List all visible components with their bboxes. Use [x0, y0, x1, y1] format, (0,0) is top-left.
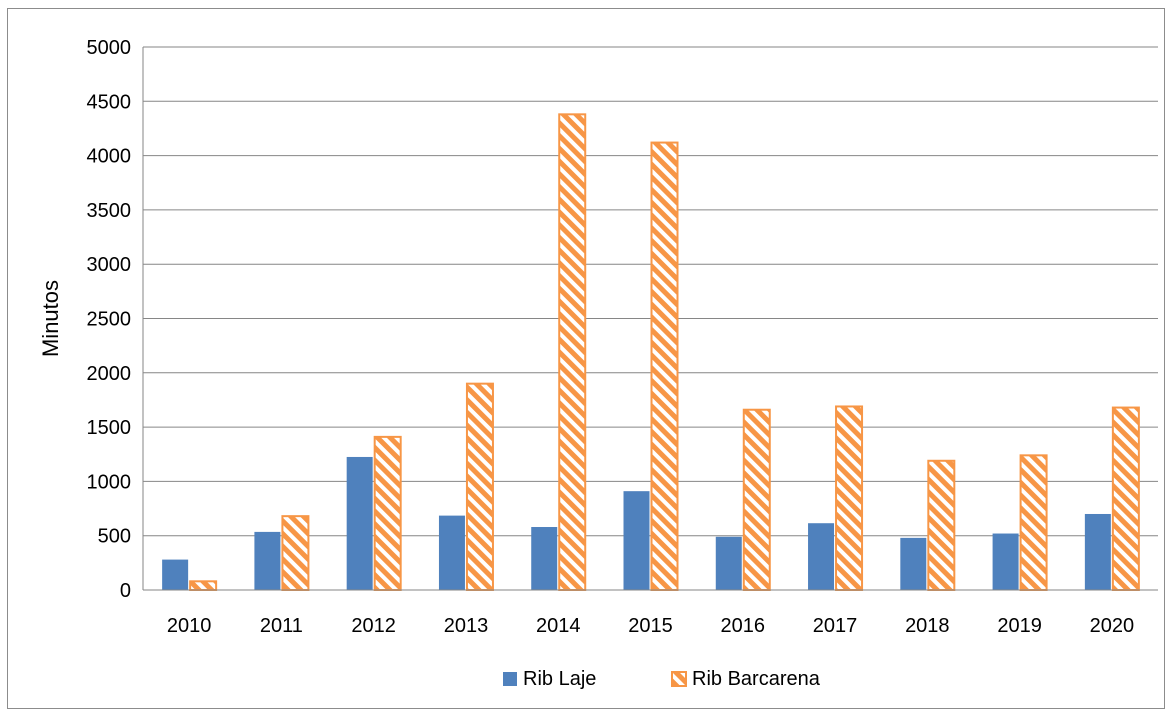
x-tick-label: 2015: [628, 615, 673, 637]
bar-rib-barcarena-2016: [742, 408, 771, 591]
bar-rib-laje-2012: [346, 456, 373, 590]
bar-rib-barcarena-2018: [927, 459, 956, 591]
bar-rib-barcarena-2011: [281, 515, 310, 591]
y-tick-label: 1000: [87, 471, 132, 493]
y-tick-label: 500: [98, 526, 131, 548]
bar-rib-laje-2017: [808, 523, 835, 590]
x-tick-label: 2012: [351, 615, 396, 637]
legend-label-rib-barcarena: Rib Barcarena: [692, 668, 821, 690]
x-tick-label: 2016: [721, 615, 766, 637]
legend: Rib Laje Rib Barcarena: [503, 668, 821, 690]
bar-rib-barcarena-2013: [465, 382, 494, 591]
x-tick-label: 2020: [1090, 615, 1135, 637]
bar-rib-barcarena-2010: [189, 580, 218, 592]
bar-rib-laje-2010: [162, 559, 189, 590]
y-axis-title: Minutos: [38, 280, 63, 357]
bar-rib-laje-2013: [438, 515, 465, 590]
y-tick-label: 2500: [87, 309, 132, 331]
x-tick-label: 2011: [260, 615, 303, 637]
bar-rib-barcarena-2019: [1019, 454, 1048, 591]
bar-rib-laje-2016: [715, 536, 742, 590]
legend-label-rib-laje: Rib Laje: [523, 668, 596, 690]
y-tick-label: 1500: [87, 417, 132, 439]
y-tick-label: 3000: [87, 254, 132, 276]
bar-rib-barcarena-2014: [558, 113, 587, 591]
legend-swatch-rib-laje: [503, 672, 517, 686]
bar-rib-barcarena-2012: [373, 435, 402, 591]
y-tick-label: 5000: [87, 37, 132, 59]
bar-rib-laje-2014: [531, 527, 558, 590]
x-tick-label: 2017: [813, 615, 858, 637]
x-tick-label: 2014: [536, 615, 581, 637]
x-tick-label: 2010: [167, 615, 212, 637]
legend-swatch-rib-barcarena: [671, 671, 687, 687]
y-tick-label: 3500: [87, 200, 132, 222]
y-tick-label: 0: [120, 580, 131, 602]
x-tick-label: 2013: [444, 615, 489, 637]
bar-rib-laje-2015: [623, 491, 650, 590]
bar-rib-laje-2020: [1084, 513, 1111, 590]
bar-rib-barcarena-2015: [650, 141, 679, 591]
x-tick-label: 2019: [997, 615, 1042, 637]
y-tick-label: 4000: [87, 146, 132, 168]
bars: [162, 113, 1140, 592]
bar-rib-laje-2019: [992, 533, 1019, 590]
bar-rib-barcarena-2020: [1111, 406, 1140, 591]
bar-rib-laje-2011: [254, 531, 281, 590]
bar-rib-barcarena-2017: [835, 405, 864, 591]
axes: 0 500 1000 1500 2000 2500 3000 3500 4000 4500 5000…: [38, 37, 1158, 637]
bar-rib-laje-2018: [900, 537, 927, 590]
x-tick-label: 2018: [905, 615, 950, 637]
y-tick-label: 2000: [87, 363, 132, 385]
y-tick-label: 4500: [87, 91, 132, 113]
